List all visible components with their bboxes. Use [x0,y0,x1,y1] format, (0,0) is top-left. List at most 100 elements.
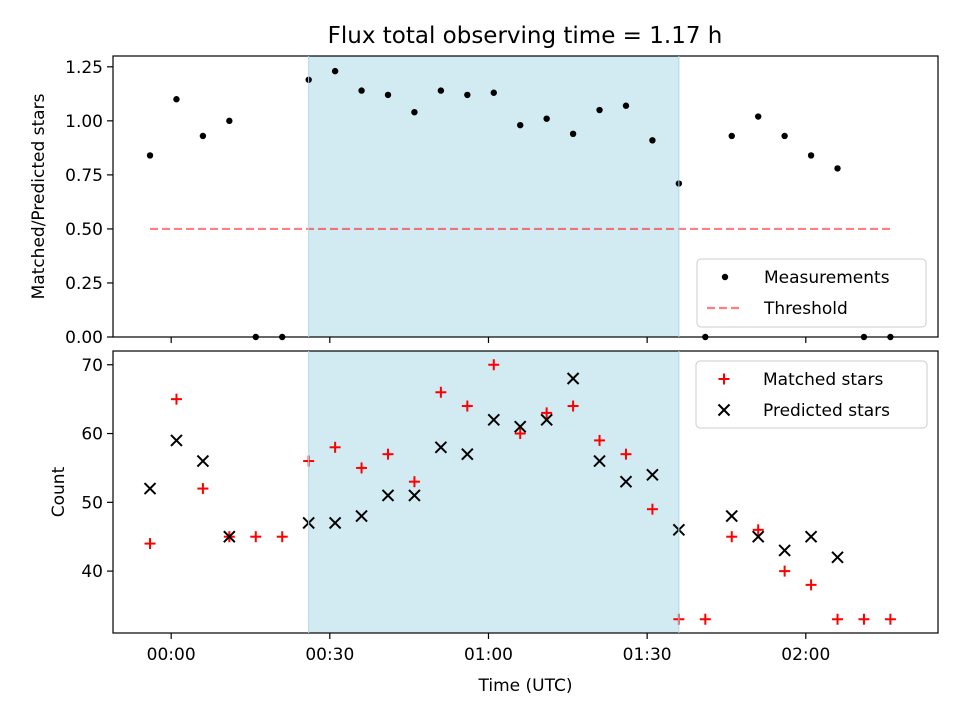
predicted-stars-point [778,544,791,557]
predicted-stars-point [223,530,236,543]
observing-window-shade [308,351,679,633]
y-tick-label: 60 [81,425,103,445]
measurement-point [622,102,630,109]
predicted-stars-point [328,516,342,530]
y-tick-label: 1.00 [65,112,103,132]
legend-box [696,258,927,328]
matched-stars-point [832,613,844,625]
ratio-panel: 0.00 0.25 0.50 0.75 1.00 1.25 Matched/Predict… [29,55,939,348]
measurement-point [384,91,392,99]
matched-stars-point [329,441,341,453]
matched-stars-point [514,428,526,440]
measurement-point [543,115,550,122]
x-tick-label: 01:30 [623,645,672,665]
measurement-point [596,106,603,114]
x-tick-label: 01:00 [464,645,513,665]
matched-stars-point [170,393,182,405]
predicted-stars-point [143,482,157,495]
y-tick-label: 40 [81,562,103,582]
matched-stars-point [276,531,288,543]
measurement-point [834,165,841,172]
matched-stars-point [144,538,156,550]
measurement-point [781,132,788,140]
y-tick-label: 0.75 [65,166,103,186]
predicted-stars-point [381,489,395,502]
legend-handle [718,373,730,385]
ratio-y-axis-label: Matched/Predicted stars [29,93,49,299]
measurement-point [146,152,154,159]
predicted-stars-point [751,530,765,543]
observing-window-shade [308,56,679,337]
predicted-stars-point [487,413,500,426]
matched-stars-point [620,448,632,460]
measurement-point [199,132,207,140]
ratio-legend: Measurements Threshold [696,258,927,328]
matched-stars-point [752,524,764,536]
y-tick-label: 0.25 [65,274,103,294]
predicted-stars-point [196,454,210,468]
measurement-point [728,132,735,140]
ratio-axis-ticks: 0.00 0.25 0.50 0.75 1.00 1.25 [65,58,807,348]
legend-handle [717,403,731,417]
measurement-point [807,152,815,159]
measurement-point [649,137,656,144]
count-axis-ticks: 40 50 60 70 00:00 00:30 01:00 01:30 02:00 [81,356,830,665]
chart-title: Flux total observing time = 1.17 h [328,23,723,49]
legend-label: Predicted stars [763,401,890,421]
measurement-point [437,87,445,94]
matched-stars-point [699,613,711,625]
predicted-stars-point [646,468,659,482]
predicted-stars-point [540,413,553,426]
x-tick-label: 00:00 [147,645,196,665]
ratio-marks [146,67,894,341]
predicted-stars-point [804,530,818,543]
count-plot-frame [112,350,939,634]
predicted-stars-point [434,441,448,454]
count-marks [143,359,896,625]
matched-stars-point [197,483,209,495]
count-y-axis-label: Count [49,466,69,517]
legend-label: Measurements [764,268,890,288]
matched-stars-point [567,400,579,412]
x-tick-label: 02:00 [781,645,830,665]
matched-stars-point [435,386,447,398]
predicted-stars-point [831,551,844,564]
measurement-point [517,121,524,129]
matched-stars-point [858,613,870,625]
matched-stars-point [594,434,606,446]
matched-stars-point [805,579,817,591]
predicted-stars-point [619,475,633,488]
predicted-stars-point [355,509,368,523]
count-legend: Matched stars Predicted stars [695,360,928,429]
legend-box [695,360,928,429]
predicted-stars-point [461,447,474,461]
y-tick-label: 0.00 [65,328,103,348]
y-tick-label: 0.50 [65,220,103,240]
matched-stars-point [779,565,791,577]
measurement-point [358,87,365,94]
measurement-point [464,91,471,99]
predicted-stars-point [408,489,421,502]
y-tick-label: 1.25 [65,58,103,78]
predicted-stars-point [725,509,738,523]
matched-stars-point [250,531,262,543]
x-axis-label: Time (UTC) [478,676,573,696]
matched-stars-point [356,462,368,474]
matched-stars-point [488,359,500,371]
y-tick-label: 70 [81,356,103,376]
legend-label: Threshold [763,299,848,319]
matched-stars-point [726,531,738,543]
ratio-plot-frame [112,55,939,338]
predicted-stars-point [566,372,580,385]
matched-stars-point [646,503,658,515]
measurement-point [754,113,762,120]
measurement-point [173,96,180,103]
legend-label: Matched stars [763,370,883,390]
predicted-stars-point [514,420,527,433]
predicted-stars-point [170,434,183,447]
matched-stars-point [884,613,896,625]
matched-stars-point [461,400,473,412]
matched-stars-point [408,476,420,488]
